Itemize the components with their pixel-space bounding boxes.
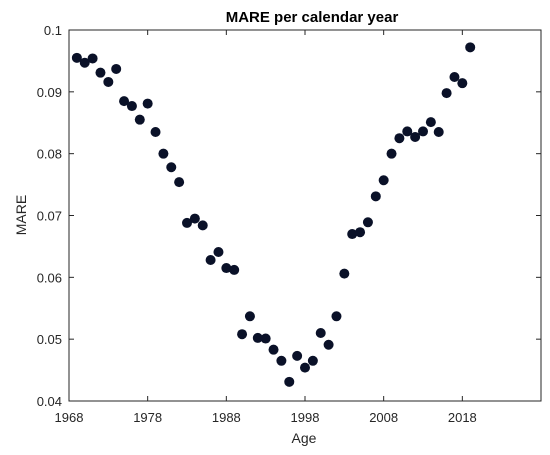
data-point	[134, 114, 145, 125]
axis-ticks: 1968 1978 1988 1998 2008 2018 0.04 0.05 0.06 0.07…	[37, 23, 541, 425]
data-point	[425, 117, 436, 128]
data-point	[315, 327, 326, 338]
data-point	[252, 332, 263, 343]
data-point	[339, 268, 350, 279]
data-point	[126, 101, 137, 112]
data-point	[292, 350, 303, 361]
data-point	[205, 255, 216, 266]
data-point	[229, 264, 240, 275]
data-point	[158, 148, 169, 159]
data-point	[182, 217, 192, 228]
x-tick-label: 2008	[369, 410, 398, 425]
data-point	[244, 311, 255, 322]
x-tick-label: 1998	[291, 410, 320, 425]
data-point	[221, 263, 232, 274]
y-tick-label: 0.07	[37, 209, 62, 224]
plot-area-box	[68, 29, 542, 402]
data-point	[150, 127, 161, 138]
data-point	[378, 175, 389, 186]
data-point	[402, 126, 413, 137]
data-point	[441, 88, 452, 99]
data-point	[418, 126, 428, 137]
x-tick-label: 2018	[448, 410, 477, 425]
data-point	[87, 53, 98, 64]
data-point	[213, 246, 224, 257]
x-tick-label: 1968	[55, 410, 84, 425]
data-points	[71, 42, 476, 387]
data-point	[300, 362, 310, 373]
data-point	[370, 191, 381, 202]
data-point	[174, 177, 185, 188]
data-point	[331, 311, 342, 322]
y-tick-label: 0.08	[37, 147, 62, 162]
data-point	[449, 71, 460, 82]
data-point	[268, 344, 279, 355]
data-point	[142, 98, 153, 109]
data-point	[79, 57, 90, 68]
y-tick-label: 0.04	[37, 394, 62, 409]
data-point	[189, 213, 200, 224]
data-point	[71, 52, 82, 63]
data-point	[166, 162, 177, 173]
x-axis-label: Age	[292, 430, 317, 446]
data-point	[433, 127, 444, 138]
y-tick-label: 0.09	[37, 85, 62, 100]
data-point	[276, 355, 287, 366]
y-tick-label: 0.06	[37, 270, 62, 285]
data-point	[197, 220, 208, 231]
y-tick-label: 0.05	[37, 332, 62, 347]
data-point	[323, 339, 334, 350]
data-point	[410, 131, 421, 142]
data-point	[119, 96, 130, 107]
data-point	[284, 376, 295, 387]
x-tick-label: 1978	[133, 410, 162, 425]
chart-title: MARE per calendar year	[226, 9, 399, 26]
data-point	[347, 229, 358, 240]
data-point	[386, 148, 397, 159]
data-point	[237, 329, 248, 340]
data-point	[260, 333, 271, 344]
data-point	[465, 42, 476, 53]
data-point	[95, 67, 106, 78]
data-point	[355, 227, 366, 238]
x-tick-label: 1988	[212, 410, 241, 425]
data-point	[362, 217, 373, 228]
data-point	[103, 76, 114, 87]
data-point	[394, 133, 405, 144]
y-tick-label: 0.1	[44, 23, 62, 38]
data-point	[111, 63, 122, 74]
y-axis-label: MARE	[13, 195, 29, 235]
data-point	[457, 78, 468, 89]
data-point	[307, 355, 318, 366]
